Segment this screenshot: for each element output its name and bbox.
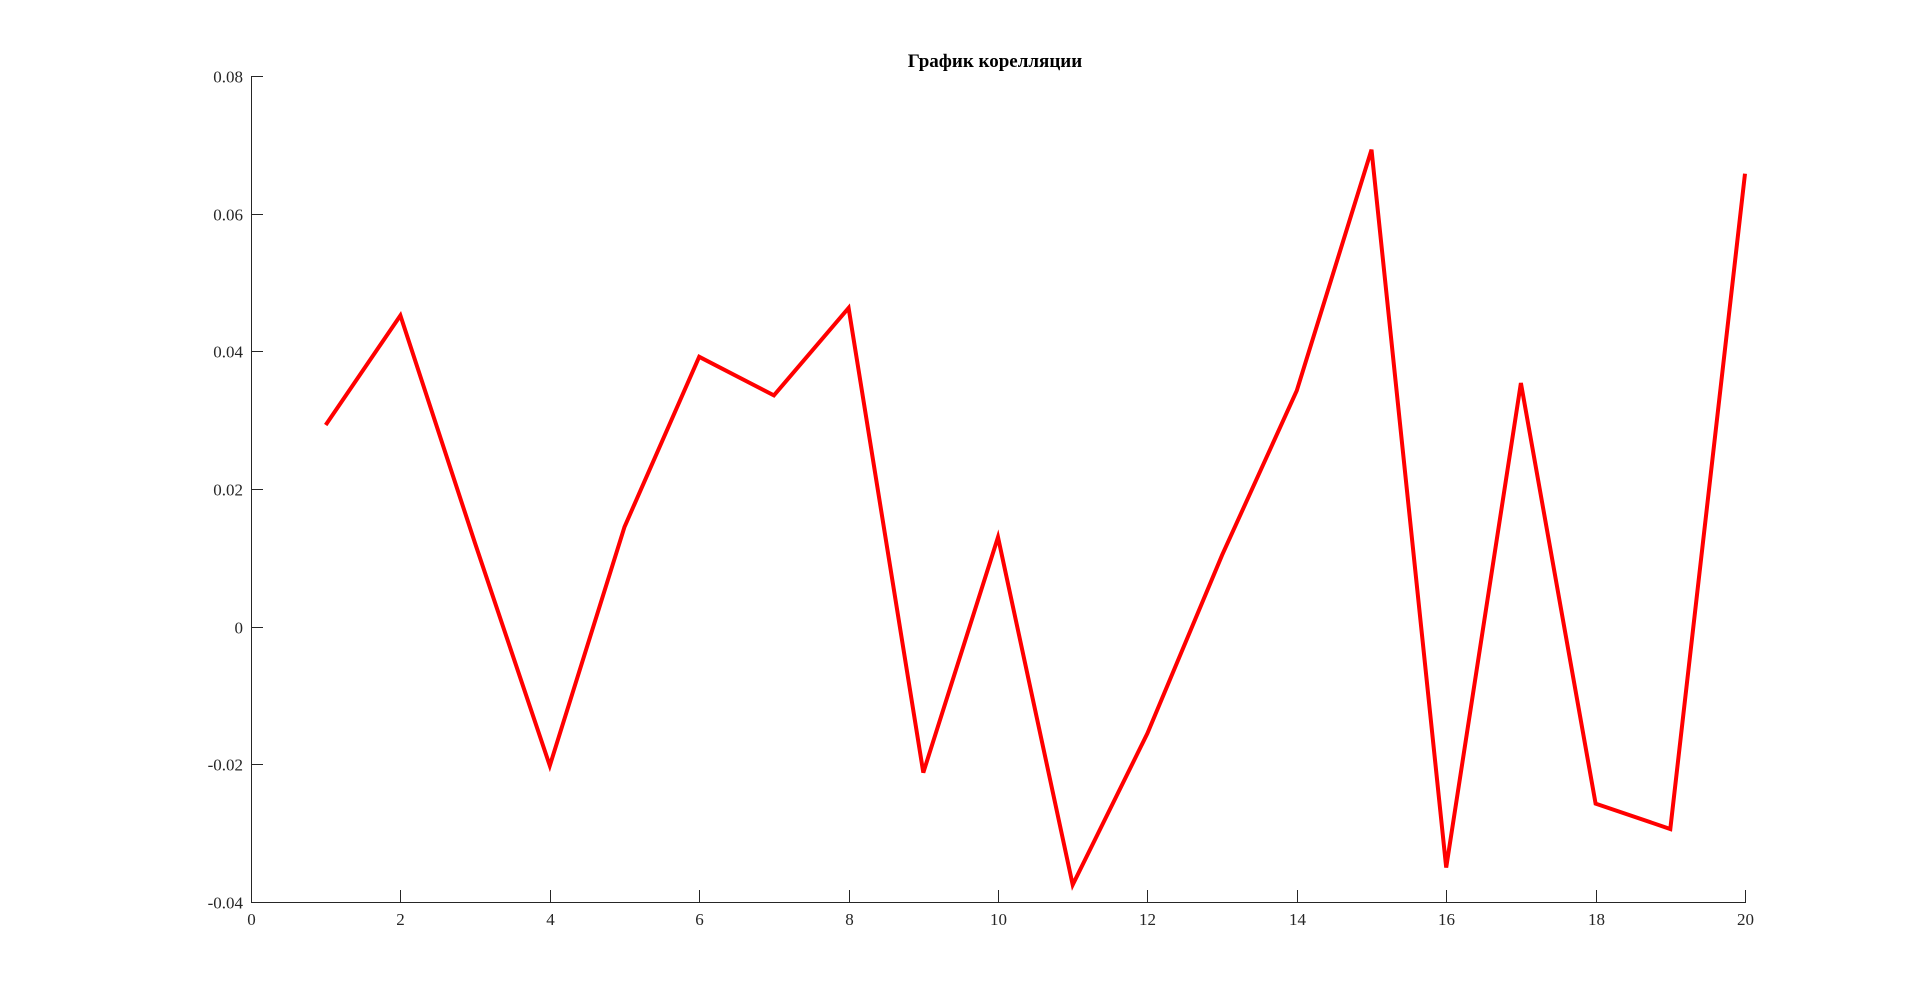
y-ticks: -0.04 -0.02 0 0.02 0.04 0.06 0.08 (208, 68, 263, 913)
y-tick-label: 0.08 (213, 68, 243, 87)
axes (251, 76, 1746, 903)
y-tick-label: 0.04 (213, 343, 243, 362)
x-tick-label: 8 (845, 910, 854, 929)
y-tick-label: -0.04 (208, 894, 244, 913)
series-line (324, 149, 1747, 891)
y-tick-label: 0.06 (213, 206, 243, 225)
y-tick-label: 0.02 (213, 481, 243, 500)
x-tick-label: 12 (1139, 910, 1156, 929)
x-tick-label: 4 (546, 910, 555, 929)
x-tick-label: 10 (990, 910, 1007, 929)
x-tick-label: 0 (247, 910, 256, 929)
y-tick-label: 0 (235, 619, 244, 638)
y-tick-label: -0.02 (208, 756, 243, 775)
chart-title: График корелляции (908, 51, 1082, 72)
x-tick-label: 2 (396, 910, 405, 929)
x-ticks: 0 2 4 6 8 10 12 14 16 18 20 (247, 890, 1754, 929)
series-layer (324, 149, 1747, 891)
x-tick-label: 20 (1737, 910, 1754, 929)
x-tick-label: 18 (1588, 910, 1605, 929)
x-tick-label: 16 (1438, 910, 1455, 929)
x-tick-label: 6 (695, 910, 704, 929)
x-tick-label: 14 (1289, 910, 1307, 929)
